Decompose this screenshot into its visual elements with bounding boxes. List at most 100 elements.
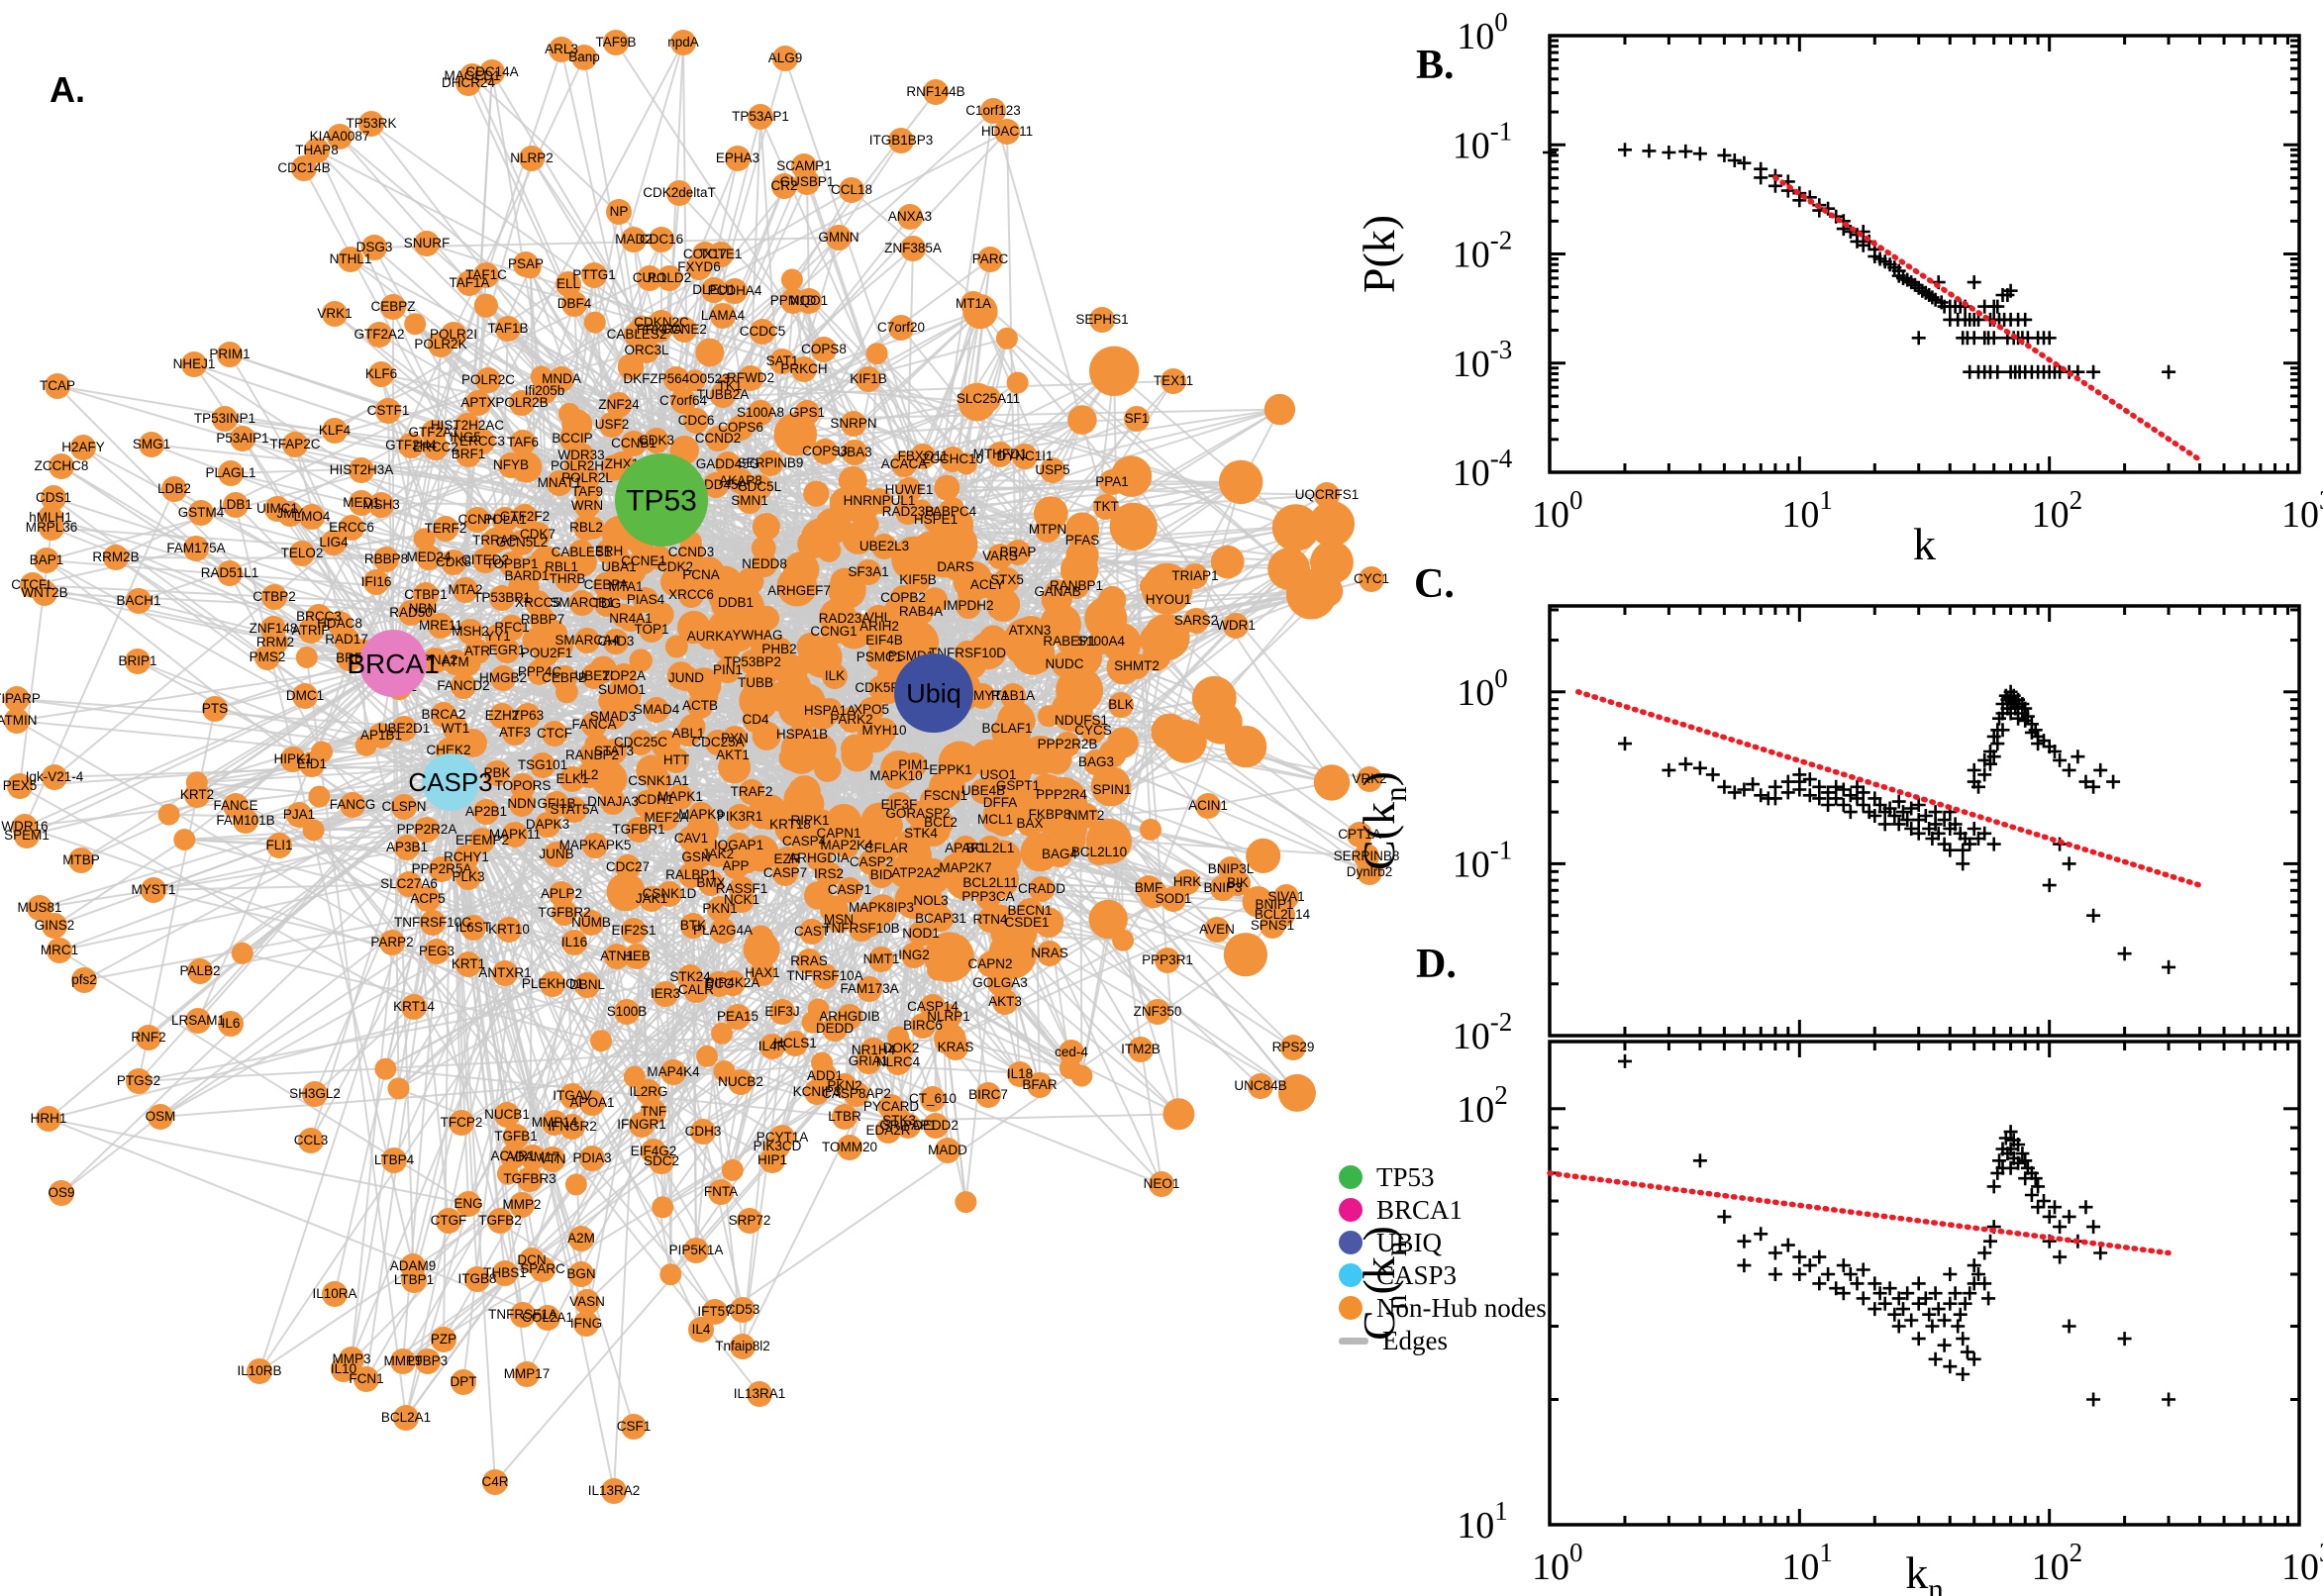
network-node-label: NFYB	[493, 457, 529, 472]
network-node-label: HSPA1B	[776, 727, 828, 742]
legend-label: Non-Hub nodes	[1376, 1292, 1547, 1323]
data-point	[1956, 1332, 1970, 1347]
network-node-label: CDKN2C	[634, 315, 689, 330]
data-point	[1967, 275, 1981, 290]
network-node-label: BFAR	[1022, 1077, 1058, 1092]
trend-line	[1772, 174, 2203, 463]
legend-item: Non-Hub nodes	[1339, 1292, 1547, 1323]
network-node-label: WDR1	[1216, 618, 1256, 633]
network-node	[986, 587, 1021, 622]
data-point	[2162, 959, 2176, 974]
network-node-label: SEPHS1	[1075, 312, 1128, 327]
network-node-label: RNF2	[131, 1030, 165, 1045]
network-node-label: YWHAG	[732, 628, 782, 643]
data-point	[1821, 1267, 1836, 1281]
data-point	[2062, 762, 2076, 777]
x-tick-label: 103	[2281, 485, 2323, 536]
network-node-label: CCNG1	[810, 624, 857, 639]
network-edge	[343, 833, 874, 1370]
network-node	[796, 633, 826, 661]
network-node	[1162, 1098, 1195, 1131]
data-point	[1705, 767, 1720, 782]
network-node-label: IL13RA1	[734, 1386, 786, 1401]
network-node	[1088, 899, 1128, 940]
network-node-label: MRPL36	[26, 520, 78, 535]
network-node-label: EPHA3	[716, 150, 759, 165]
data-point	[1792, 1249, 1807, 1264]
network-node-label: MYST1	[131, 882, 175, 897]
network-node-label: CR2	[770, 178, 797, 193]
network-node-label: THAP8	[295, 143, 339, 157]
network-edge	[1006, 338, 1290, 570]
network-node-label: ARIH2	[859, 619, 899, 634]
network-node-label: PYCARD	[863, 1099, 920, 1114]
network-node-label: MMP2	[502, 1197, 541, 1212]
network-node-label: PLA2G4A	[693, 923, 753, 938]
network-node-label: NUCB1	[484, 1107, 530, 1122]
network-node-label: PCDHA4	[708, 283, 762, 298]
data-point	[1662, 146, 1676, 159]
plot-frame	[1548, 34, 2301, 474]
network-node-label: RAB1A	[991, 688, 1035, 703]
legend-swatch-non-hub-nodes	[1339, 1296, 1363, 1320]
network-node-label: TAF1B	[487, 321, 528, 336]
panel-b-label: B.	[1416, 43, 1455, 88]
network-node-label: NRAS	[1031, 946, 1068, 960]
network-edge	[312, 829, 716, 1313]
network-node-label: KIF1B	[850, 371, 887, 386]
data-point	[1937, 1338, 1952, 1352]
network-node	[659, 1263, 682, 1286]
network-node-label: HYOU1	[1146, 592, 1192, 607]
network-node-label: FANCD2	[437, 678, 489, 693]
data-point	[1911, 1332, 1926, 1347]
network-node-label: LAMA4	[701, 308, 746, 323]
trend-line	[1547, 1170, 2172, 1256]
network-node-label: BRF1	[452, 447, 486, 461]
network-node-label: TOPORS	[495, 778, 552, 793]
network-edge	[392, 447, 437, 664]
network-edge	[16, 662, 394, 722]
legend-label: Edges	[1382, 1325, 1448, 1355]
network-node	[583, 311, 606, 334]
network-node-label: SH3GL2	[289, 1086, 341, 1101]
network-node-label: SF3A1	[848, 564, 888, 579]
data-point	[2031, 1179, 2046, 1194]
data-point	[1956, 1367, 1970, 1381]
network-node	[1219, 459, 1263, 505]
data-point	[2106, 774, 2121, 789]
network-node-label: CSF1	[617, 1419, 652, 1434]
network-node-label: LTBP4	[374, 1152, 415, 1167]
network-node-label: BIRC7	[968, 1087, 1008, 1102]
network-node-label: DNAJA3	[587, 794, 639, 809]
network-node-label: LRSAM1	[171, 1013, 225, 1028]
network-node-label: TAF6	[507, 435, 539, 449]
network-node-label: MTPN	[1029, 522, 1066, 537]
network-node-label: COPB2	[880, 590, 926, 605]
network-edge	[312, 829, 514, 1157]
network-edge	[405, 675, 625, 1419]
network-node-label: PLK3	[452, 869, 484, 884]
network-node-label: APTX	[460, 395, 495, 410]
network-node-label: S100B	[607, 1004, 648, 1019]
network-node-label: SCAMP1	[776, 158, 832, 173]
network-node	[590, 1030, 612, 1052]
network-node-label: FXYD6	[677, 259, 721, 274]
data-point	[1802, 1258, 1817, 1273]
network-node-label: IFI16	[361, 574, 392, 589]
network-edge	[731, 828, 820, 1171]
network-node-label: IL2RG	[629, 1084, 667, 1099]
network-node-label: EZR	[774, 851, 801, 866]
network-node-label: ERH	[595, 544, 624, 558]
network-node-label: FLI1	[265, 838, 292, 852]
hub-node-label-tp53: TP53	[626, 485, 697, 518]
network-node-label: KRT14	[393, 999, 435, 1014]
network-node-label: CSTF1	[367, 403, 410, 418]
network-node	[231, 942, 253, 964]
network-node-label: BCL2A1	[381, 1410, 431, 1425]
network-node-label: DYNC1I1	[996, 449, 1053, 463]
network-node-label: TFCP2	[441, 1115, 483, 1130]
y-tick-label: 10-1	[1453, 835, 1513, 885]
network-node	[1309, 501, 1355, 548]
x-tick-label: 102	[2032, 485, 2083, 536]
